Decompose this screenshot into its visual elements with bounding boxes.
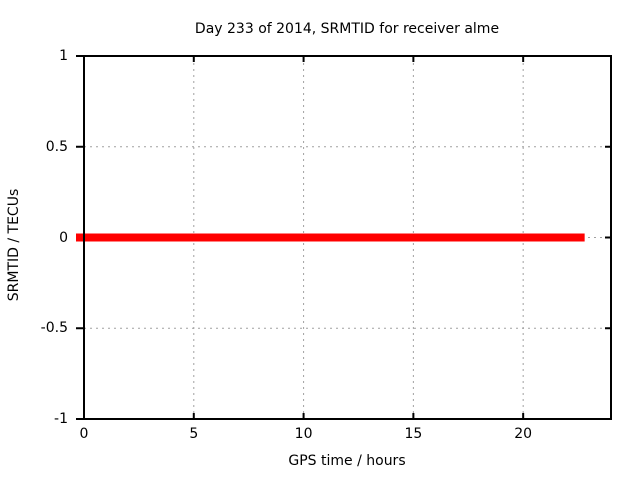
x-tick-label: 15: [404, 426, 423, 442]
chart-title: Day 233 of 2014, SRMTID for receiver alm…: [194, 21, 500, 37]
y-tick-label: 0: [59, 229, 68, 246]
y-tick-label: -0.5: [40, 320, 68, 337]
x-tick-label: 10: [294, 426, 313, 442]
x-axis-label: GPS time / hours: [288, 453, 406, 469]
plot-border: [83, 55, 612, 420]
x-tick-label: 0: [79, 426, 89, 442]
y-tick-label: 1: [59, 48, 68, 64]
y-tick-label: 0.5: [45, 138, 68, 155]
x-tick-label: 5: [189, 426, 199, 442]
y-tick-label: -1: [54, 411, 68, 427]
x-tick-label: 20: [514, 426, 533, 442]
